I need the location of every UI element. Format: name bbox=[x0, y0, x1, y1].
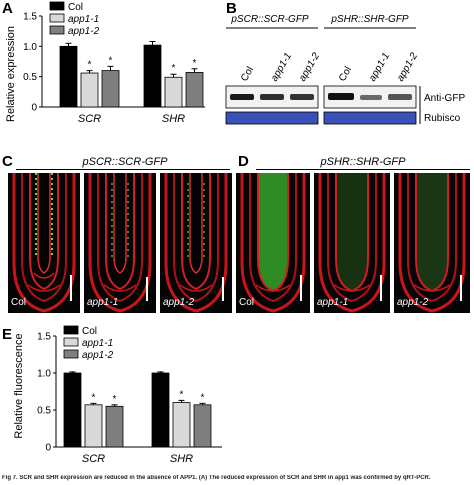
y-tick-label: 0.5 bbox=[23, 72, 37, 83]
legend-swatch bbox=[63, 349, 79, 359]
blot-band bbox=[388, 94, 412, 100]
category-label: SHR bbox=[162, 113, 185, 125]
bar bbox=[84, 404, 103, 448]
bar bbox=[193, 404, 212, 448]
micrograph-label: app1-2 bbox=[163, 297, 195, 308]
bar bbox=[63, 372, 82, 448]
y-tick-label: 1.5 bbox=[23, 12, 37, 23]
panel-d-letter: D bbox=[238, 153, 249, 170]
micrograph-d-app1-2: app1-2 bbox=[394, 173, 470, 313]
legend-label: Col bbox=[82, 326, 97, 337]
legend-label: app1-1 bbox=[68, 14, 99, 25]
significance-star: * bbox=[201, 392, 205, 403]
bar bbox=[105, 405, 124, 448]
bar bbox=[172, 402, 191, 448]
y-tick-label: 1.5 bbox=[37, 332, 51, 343]
category-label: SHR bbox=[170, 453, 193, 465]
y-tick-label: 1.0 bbox=[37, 369, 51, 380]
y-tick-label: 0 bbox=[45, 443, 51, 454]
panel-a-letter: A bbox=[2, 0, 13, 17]
figure-caption: Fig 7. SCR and SHR expression are reduce… bbox=[2, 475, 431, 481]
bar bbox=[151, 372, 170, 448]
blot-band bbox=[290, 94, 314, 100]
micrograph-label: app1-1 bbox=[87, 297, 119, 308]
lane-label: Col bbox=[337, 65, 354, 84]
significance-star: * bbox=[88, 60, 92, 71]
lane-label: app1-2 bbox=[395, 51, 420, 84]
legend-label: app1-1 bbox=[82, 338, 113, 349]
legend-label: app1-2 bbox=[68, 26, 100, 37]
micrograph-c-app1-1: app1-1 bbox=[84, 173, 156, 313]
panel-c-letter: C bbox=[2, 153, 13, 170]
bar bbox=[59, 45, 78, 108]
significance-star: * bbox=[113, 394, 117, 405]
significance-star: * bbox=[109, 55, 113, 66]
significance-star: * bbox=[172, 63, 176, 74]
chart-a: Relative expression 0 0.5 1.0 1.5 * * SCR * * SHR… bbox=[5, 1, 205, 125]
blot-band bbox=[230, 94, 254, 100]
blot-band bbox=[328, 93, 354, 100]
y-tick-label: 0.5 bbox=[37, 406, 51, 417]
bar bbox=[80, 72, 99, 108]
micrograph-label: Col bbox=[239, 297, 255, 308]
panel-d-construct: pSHR::SHR-GFP bbox=[320, 156, 406, 168]
micrograph-label: app1-2 bbox=[397, 297, 429, 308]
chart-a-ylabel: Relative expression bbox=[5, 26, 17, 122]
panel-b-letter: B bbox=[226, 0, 237, 17]
legend-swatch bbox=[49, 25, 65, 35]
micrograph-c-col: Col bbox=[8, 173, 80, 313]
legend-swatch bbox=[63, 325, 79, 335]
bar bbox=[101, 70, 120, 108]
legend-swatch bbox=[49, 13, 65, 23]
significance-star: * bbox=[193, 58, 197, 69]
legend-swatch bbox=[49, 1, 65, 11]
rubisco-label: Rubisco bbox=[424, 113, 461, 124]
rubisco-band-right bbox=[323, 111, 417, 125]
micrograph-d-col: Col bbox=[236, 173, 310, 313]
lane-label: app1-2 bbox=[297, 51, 322, 84]
lane-label: app1-1 bbox=[269, 51, 294, 83]
legend-label: Col bbox=[68, 2, 83, 13]
blot-band bbox=[260, 94, 284, 100]
y-tick-label: 1.0 bbox=[23, 42, 37, 53]
western-blot-b: pSCR::SCR-GFP pSHR::SHR-GFP Col app1-1 a… bbox=[225, 14, 465, 125]
micrograph-c-app1-2: app1-2 bbox=[160, 173, 232, 313]
bar bbox=[164, 76, 183, 108]
micrograph-label: app1-1 bbox=[317, 297, 349, 308]
significance-star: * bbox=[180, 389, 184, 400]
chart-e: Relative fluorescence 0 0.5 1.0 1.5 * * SCR * * S… bbox=[13, 325, 222, 465]
construct-label-right: pSHR::SHR-GFP bbox=[330, 14, 409, 25]
anti-gfp-label: Anti-GFP bbox=[424, 93, 465, 104]
panel-c-construct: pSCR::SCR-GFP bbox=[82, 156, 168, 168]
blot-band bbox=[360, 95, 382, 100]
micrograph-label: Col bbox=[11, 297, 27, 308]
category-label: SCR bbox=[82, 453, 105, 465]
micrograph-d-app1-1: app1-1 bbox=[314, 173, 390, 313]
y-tick-label: 0 bbox=[31, 103, 37, 114]
bar bbox=[143, 44, 162, 108]
legend-swatch bbox=[63, 337, 79, 347]
chart-e-ylabel: Relative fluorescence bbox=[13, 333, 25, 438]
lane-label: Col bbox=[239, 65, 256, 84]
construct-label-left: pSCR::SCR-GFP bbox=[230, 14, 309, 25]
lane-label: app1-1 bbox=[367, 51, 392, 83]
significance-star: * bbox=[92, 392, 96, 403]
bar bbox=[185, 72, 204, 108]
rubisco-band-left bbox=[225, 111, 319, 125]
legend-label: app1-2 bbox=[82, 350, 114, 361]
category-label: SCR bbox=[78, 113, 101, 125]
panel-e-letter: E bbox=[2, 326, 13, 343]
